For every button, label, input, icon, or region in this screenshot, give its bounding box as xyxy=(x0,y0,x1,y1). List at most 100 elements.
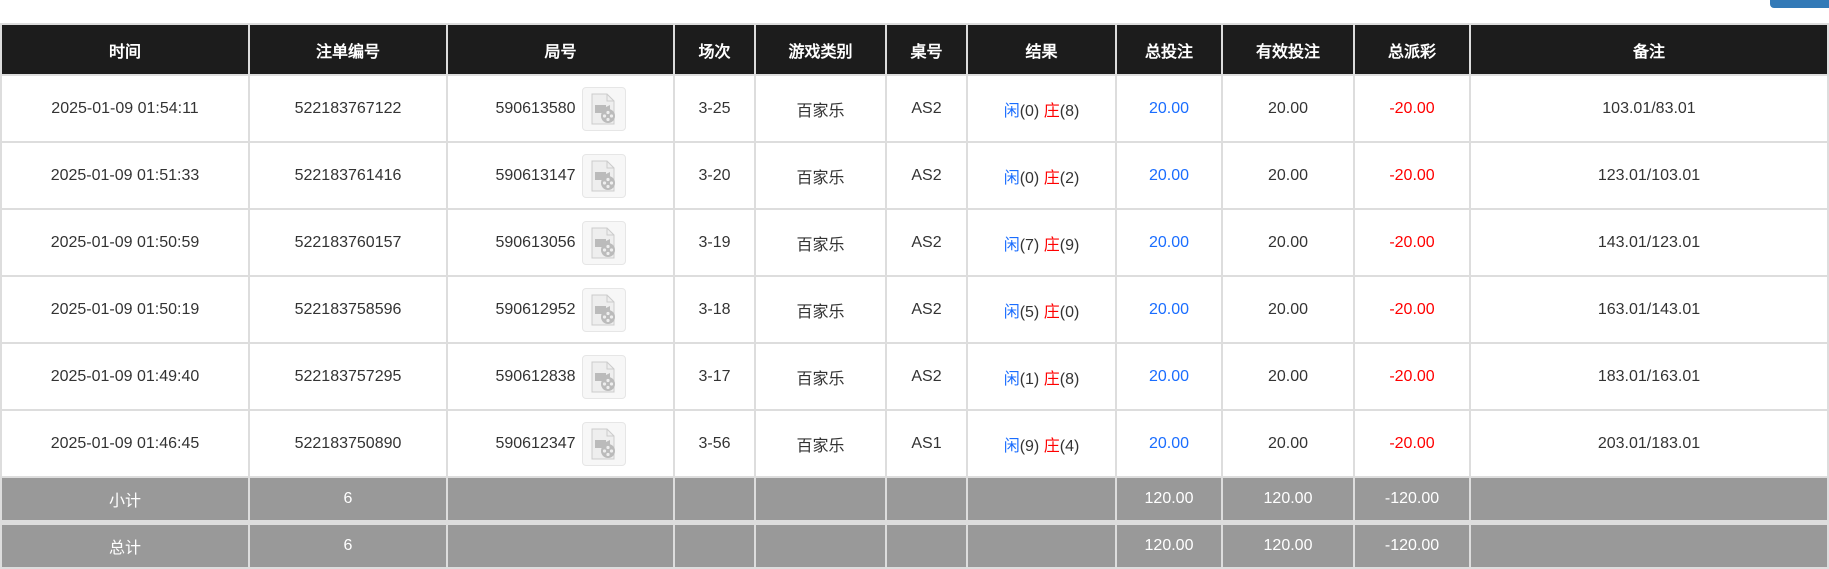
player-points: (0) xyxy=(1019,169,1040,187)
time-cell: 2025-01-09 01:54:11 xyxy=(0,74,250,143)
header-round: 局号 xyxy=(446,23,675,76)
banker-label: 庄 xyxy=(1043,169,1060,187)
result-cell: 闲(1) 庄(8) xyxy=(966,342,1117,411)
empty-cell xyxy=(673,520,756,569)
empty-cell xyxy=(885,476,968,524)
player-label: 闲 xyxy=(1003,102,1020,120)
header-result: 结果 xyxy=(966,23,1117,76)
total-bet-cell: 20.00 xyxy=(1115,342,1223,411)
session-cell: 3-56 xyxy=(673,409,756,478)
subtotal-count: 6 xyxy=(248,476,448,524)
player-label: 闲 xyxy=(1003,370,1020,388)
empty-cell xyxy=(673,476,756,524)
payout-cell: -20.00 xyxy=(1353,141,1471,210)
video-file-icon[interactable] xyxy=(581,287,626,332)
total-valid-bet: 120.00 xyxy=(1221,520,1355,569)
player-label: 闲 xyxy=(1003,236,1020,254)
bet-id-cell: 522183761416 xyxy=(248,141,448,210)
game-type-cell: 百家乐 xyxy=(754,409,887,478)
empty-cell xyxy=(1469,476,1829,524)
bet-id-cell: 522183757295 xyxy=(248,342,448,411)
time-cell: 2025-01-09 01:50:19 xyxy=(0,275,250,344)
header-total-bet: 总投注 xyxy=(1115,23,1223,76)
empty-cell xyxy=(446,520,675,569)
note-cell: 163.01/143.01 xyxy=(1469,275,1829,344)
total-bet-cell: 20.00 xyxy=(1115,409,1223,478)
table-no-cell: AS2 xyxy=(885,208,968,277)
video-file-icon[interactable] xyxy=(581,153,626,198)
header-session: 场次 xyxy=(673,23,756,76)
payout-cell: -20.00 xyxy=(1353,342,1471,411)
round-cell: 590612838 xyxy=(446,342,675,411)
time-cell: 2025-01-09 01:50:59 xyxy=(0,208,250,277)
header-payout: 总派彩 xyxy=(1353,23,1471,76)
total-bet-cell: 20.00 xyxy=(1115,141,1223,210)
round-cell: 590612952 xyxy=(446,275,675,344)
table-no-cell: AS1 xyxy=(885,409,968,478)
header-game-type: 游戏类别 xyxy=(754,23,887,76)
note-cell: 203.01/183.01 xyxy=(1469,409,1829,478)
round-number: 590613056 xyxy=(495,233,576,251)
session-cell: 3-19 xyxy=(673,208,756,277)
subtotal-payout: -120.00 xyxy=(1353,476,1471,524)
bet-id-cell: 522183760157 xyxy=(248,208,448,277)
round-cell: 590613147 xyxy=(446,141,675,210)
table-row: 2025-01-09 01:50:19 522183758596 5906129… xyxy=(0,275,1829,344)
result-cell: 闲(0) 庄(2) xyxy=(966,141,1117,210)
time-cell: 2025-01-09 01:49:40 xyxy=(0,342,250,411)
result-cell: 闲(0) 庄(8) xyxy=(966,74,1117,143)
video-file-icon[interactable] xyxy=(581,220,626,265)
result-cell: 闲(5) 庄(0) xyxy=(966,275,1117,344)
table-no-cell: AS2 xyxy=(885,342,968,411)
valid-bet-cell: 20.00 xyxy=(1221,342,1355,411)
header-note: 备注 xyxy=(1469,23,1829,76)
valid-bet-cell: 20.00 xyxy=(1221,275,1355,344)
banker-label: 庄 xyxy=(1043,236,1060,254)
video-file-icon[interactable] xyxy=(581,421,626,466)
total-total-bet: 120.00 xyxy=(1115,520,1223,569)
valid-bet-cell: 20.00 xyxy=(1221,74,1355,143)
total-bet-cell: 20.00 xyxy=(1115,275,1223,344)
subtotal-valid-bet: 120.00 xyxy=(1221,476,1355,524)
session-cell: 3-18 xyxy=(673,275,756,344)
payout-cell: -20.00 xyxy=(1353,208,1471,277)
payout-cell: -20.00 xyxy=(1353,74,1471,143)
time-cell: 2025-01-09 01:51:33 xyxy=(0,141,250,210)
total-payout: -120.00 xyxy=(1353,520,1471,569)
round-cell: 590613580 xyxy=(446,74,675,143)
empty-cell xyxy=(446,476,675,524)
banker-points: (8) xyxy=(1059,102,1080,120)
result-cell: 闲(9) 庄(4) xyxy=(966,409,1117,478)
player-points: (0) xyxy=(1019,102,1040,120)
header-valid-bet: 有效投注 xyxy=(1221,23,1355,76)
player-points: (5) xyxy=(1019,303,1040,321)
session-cell: 3-17 xyxy=(673,342,756,411)
note-cell: 143.01/123.01 xyxy=(1469,208,1829,277)
table-no-cell: AS2 xyxy=(885,275,968,344)
banker-label: 庄 xyxy=(1043,370,1060,388)
banker-points: (0) xyxy=(1059,303,1080,321)
banker-label: 庄 xyxy=(1043,437,1060,455)
bet-id-cell: 522183767122 xyxy=(248,74,448,143)
video-file-icon[interactable] xyxy=(581,354,626,399)
total-label: 总计 xyxy=(0,520,250,569)
video-file-icon[interactable] xyxy=(581,86,626,131)
game-type-cell: 百家乐 xyxy=(754,342,887,411)
empty-cell xyxy=(754,476,887,524)
session-cell: 3-25 xyxy=(673,74,756,143)
subtotal-total-bet: 120.00 xyxy=(1115,476,1223,524)
game-type-cell: 百家乐 xyxy=(754,208,887,277)
table-row: 2025-01-09 01:49:40 522183757295 5906128… xyxy=(0,342,1829,411)
bet-id-cell: 522183758596 xyxy=(248,275,448,344)
empty-cell xyxy=(966,476,1117,524)
note-cell: 183.01/163.01 xyxy=(1469,342,1829,411)
top-right-button[interactable] xyxy=(1770,0,1829,8)
result-cell: 闲(7) 庄(9) xyxy=(966,208,1117,277)
game-type-cell: 百家乐 xyxy=(754,141,887,210)
player-label: 闲 xyxy=(1003,169,1020,187)
table-row: 2025-01-09 01:51:33 522183761416 5906131… xyxy=(0,141,1829,210)
subtotal-row: 小计 6 120.00 120.00 -120.00 xyxy=(0,476,1829,524)
empty-cell xyxy=(754,520,887,569)
banker-label: 庄 xyxy=(1043,303,1060,321)
round-cell: 590613056 xyxy=(446,208,675,277)
